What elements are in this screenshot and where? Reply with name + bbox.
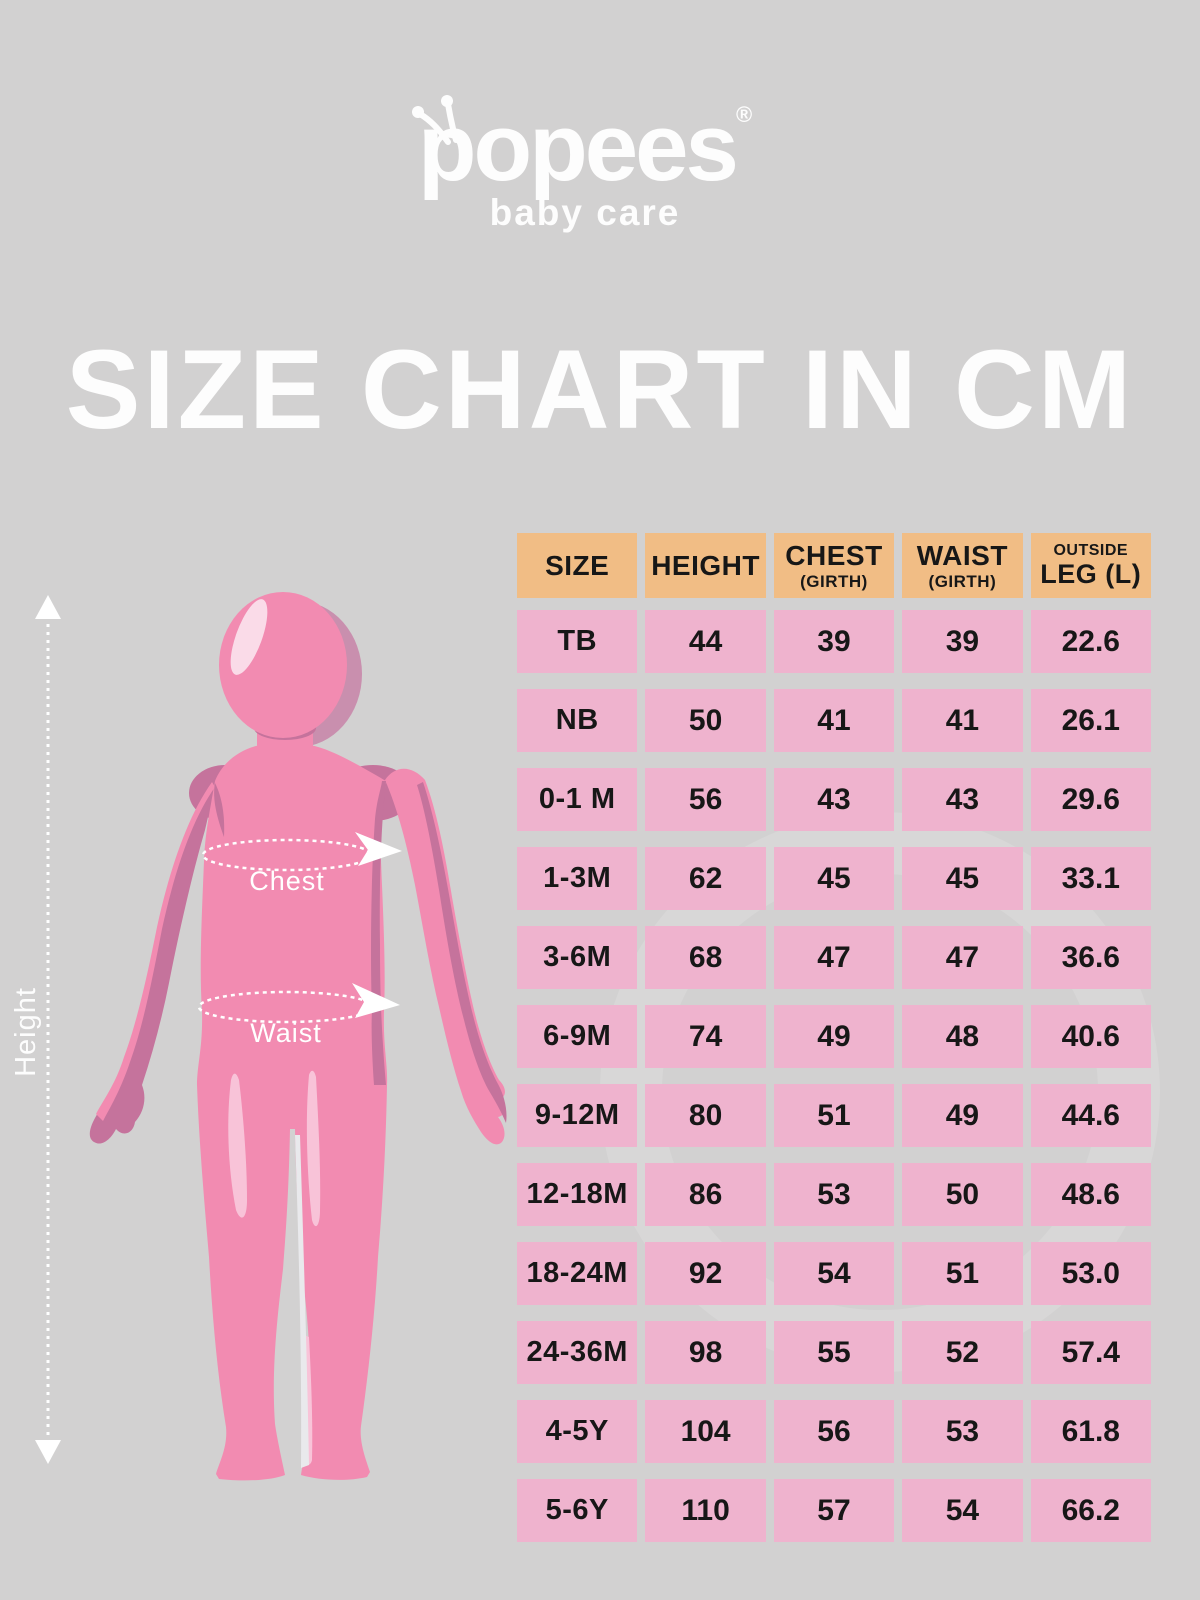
table-cell: 92 <box>645 1242 766 1305</box>
table-row: 6-9M 74 49 48 40.6 <box>517 1005 1151 1068</box>
brand-name: Popees <box>417 94 739 201</box>
table-cell: 54 <box>902 1479 1023 1542</box>
waist-label: Waist <box>250 1018 322 1048</box>
table-cell: 56 <box>645 768 766 831</box>
table-cell: 40.6 <box>1030 1005 1151 1068</box>
table-row: TB 44 39 39 22.6 <box>517 610 1151 673</box>
table-cell: 52 <box>902 1321 1023 1384</box>
table-cell: 48 <box>902 1005 1023 1068</box>
bee-antennae-icon <box>412 95 459 145</box>
table-cell: 33.1 <box>1030 847 1151 910</box>
table-cell: 43 <box>902 768 1023 831</box>
table-cell: 41 <box>773 689 895 752</box>
table-cell: 57 <box>773 1479 895 1542</box>
table-cell: 62 <box>645 847 766 910</box>
header-size: SIZE <box>517 533 638 598</box>
table-cell: 36.6 <box>1030 926 1151 989</box>
table-header-row: SIZE HEIGHT CHEST (GIRTH) WAIST (GIRTH) … <box>517 533 1151 598</box>
table-cell: 104 <box>645 1400 766 1463</box>
table-cell: 50 <box>902 1163 1023 1226</box>
page-title: SIZE CHART IN CM <box>65 327 1135 452</box>
table-cell: 86 <box>645 1163 766 1226</box>
table-cell: 39 <box>902 610 1023 673</box>
table-row: NB 50 41 41 26.1 <box>517 689 1151 752</box>
table-cell: 45 <box>902 847 1023 910</box>
table-row: 3-6M 68 47 47 36.6 <box>517 926 1151 989</box>
table-cell: 66.2 <box>1030 1479 1151 1542</box>
table-row: 1-3M 62 45 45 33.1 <box>517 847 1151 910</box>
table-cell: 47 <box>773 926 895 989</box>
table-cell: 45 <box>773 847 895 910</box>
table-row: 9-12M 80 51 49 44.6 <box>517 1084 1151 1147</box>
table-cell: 74 <box>645 1005 766 1068</box>
table-cell: 51 <box>902 1242 1023 1305</box>
table-cell: TB <box>517 610 638 673</box>
header-waist: WAIST (GIRTH) <box>902 533 1023 598</box>
table-row: 18-24M 92 54 51 53.0 <box>517 1242 1151 1305</box>
size-table: SIZE HEIGHT CHEST (GIRTH) WAIST (GIRTH) … <box>517 533 1151 1558</box>
table-cell: 29.6 <box>1030 768 1151 831</box>
chest-girth-marker <box>201 832 402 872</box>
table-cell: 98 <box>645 1321 766 1384</box>
height-arrow-icon <box>35 595 61 1464</box>
registered-mark: ® <box>735 102 753 127</box>
waist-girth-marker <box>197 983 400 1024</box>
table-cell: 80 <box>645 1084 766 1147</box>
table-cell: 3-6M <box>517 926 638 989</box>
table-cell: 53.0 <box>1030 1242 1151 1305</box>
table-cell: 41 <box>902 689 1023 752</box>
table-cell: 4-5Y <box>517 1400 638 1463</box>
table-cell: 53 <box>773 1163 895 1226</box>
table-row: 0-1 M 56 43 43 29.6 <box>517 768 1151 831</box>
table-cell: 110 <box>645 1479 766 1542</box>
height-label: Height <box>9 987 42 1077</box>
table-cell: 55 <box>773 1321 895 1384</box>
brand-tagline: baby care <box>489 192 681 233</box>
table-cell: 9-12M <box>517 1084 638 1147</box>
table-cell: 54 <box>773 1242 895 1305</box>
table-cell: 53 <box>902 1400 1023 1463</box>
table-row: 4-5Y 104 56 53 61.8 <box>517 1400 1151 1463</box>
table-cell: 49 <box>902 1084 1023 1147</box>
table-cell: 68 <box>645 926 766 989</box>
table-cell: 48.6 <box>1030 1163 1151 1226</box>
table-cell: 57.4 <box>1030 1321 1151 1384</box>
table-cell: 5-6Y <box>517 1479 638 1542</box>
table-row: 5-6Y 110 57 54 66.2 <box>517 1479 1151 1542</box>
table-cell: 1-3M <box>517 847 638 910</box>
table-cell: 47 <box>902 926 1023 989</box>
table-cell: 49 <box>773 1005 895 1068</box>
table-cell: NB <box>517 689 638 752</box>
table-cell: 12-18M <box>517 1163 638 1226</box>
table-row: 12-18M 86 53 50 48.6 <box>517 1163 1151 1226</box>
header-chest: CHEST (GIRTH) <box>773 533 895 598</box>
table-cell: 6-9M <box>517 1005 638 1068</box>
table-cell: 22.6 <box>1030 610 1151 673</box>
table-cell: 18-24M <box>517 1242 638 1305</box>
header-height: HEIGHT <box>645 533 766 598</box>
table-cell: 24-36M <box>517 1321 638 1384</box>
table-cell: 61.8 <box>1030 1400 1151 1463</box>
toddler-figure-illustration <box>89 592 507 1481</box>
header-outside-leg: OUTSIDE LEG (L) <box>1030 533 1151 598</box>
table-cell: 50 <box>645 689 766 752</box>
table-row: 24-36M 98 55 52 57.4 <box>517 1321 1151 1384</box>
table-cell: 44.6 <box>1030 1084 1151 1147</box>
table-cell: 51 <box>773 1084 895 1147</box>
table-cell: 44 <box>645 610 766 673</box>
table-cell: 0-1 M <box>517 768 638 831</box>
brand-logo: Popees® baby care <box>0 100 1170 234</box>
table-cell: 26.1 <box>1030 689 1151 752</box>
chest-label: Chest <box>249 866 325 896</box>
table-cell: 43 <box>773 768 895 831</box>
table-cell: 56 <box>773 1400 895 1463</box>
table-cell: 39 <box>773 610 895 673</box>
